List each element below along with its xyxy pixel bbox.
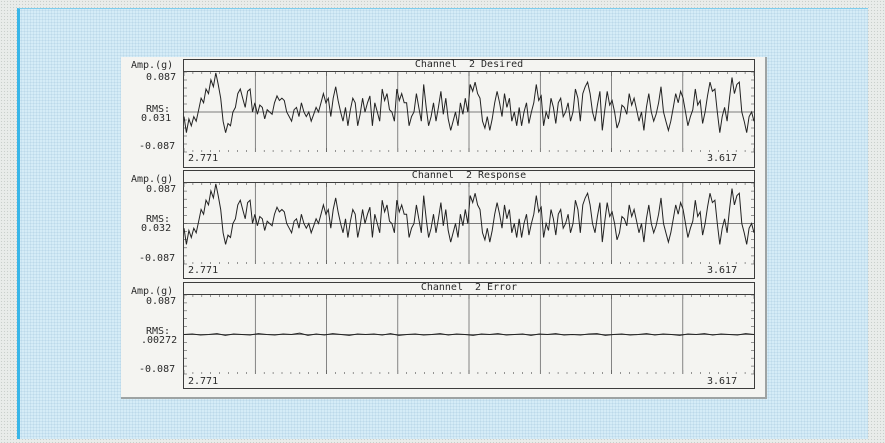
x-end-tick-label: 3.617 (707, 376, 738, 387)
x-start-tick-label: 2.771 (188, 376, 219, 387)
waveform-plot (183, 294, 755, 375)
plot-title: Channel 2 Desired (414, 59, 524, 70)
plot-title-bar (183, 170, 755, 183)
rms-value: 0.031 (141, 113, 172, 124)
rms-value: .00272 (141, 335, 178, 346)
waveform-plot (183, 182, 755, 265)
x-start-tick-label: 2.771 (188, 153, 219, 164)
y-axis-label: Amp.(g) (131, 286, 174, 297)
y-min-tick-label: -0.087 (139, 253, 176, 264)
rms-label: RMS: (146, 104, 171, 115)
plot-title-bar (183, 282, 755, 295)
y-axis-label: Amp.(g) (131, 60, 174, 71)
waveform-plot (183, 71, 755, 153)
plot-title-bar (183, 59, 755, 72)
y-axis-label: Amp.(g) (131, 174, 174, 185)
plot-title: Channel 2 Error (420, 282, 518, 293)
x-start-tick-label: 2.771 (188, 265, 219, 276)
plot-frame (183, 170, 755, 279)
y-min-tick-label: -0.087 (139, 141, 176, 152)
waveform-line (183, 332, 755, 336)
plot-sheet (121, 57, 767, 399)
rms-label: RMS: (146, 214, 171, 225)
waveform-line (183, 183, 755, 245)
y-max-tick-label: 0.087 (146, 296, 177, 307)
y-max-tick-label: 0.087 (146, 184, 177, 195)
x-end-tick-label: 3.617 (707, 153, 738, 164)
rms-label: RMS: (146, 326, 171, 337)
y-max-tick-label: 0.087 (146, 72, 177, 83)
plot-frame (183, 282, 755, 389)
plot-frame (183, 59, 755, 168)
plot-title: Channel 2 Response (411, 170, 527, 181)
x-end-tick-label: 3.617 (707, 265, 738, 276)
waveform-line (183, 72, 755, 133)
rms-value: 0.032 (141, 223, 172, 234)
y-min-tick-label: -0.087 (139, 364, 176, 375)
